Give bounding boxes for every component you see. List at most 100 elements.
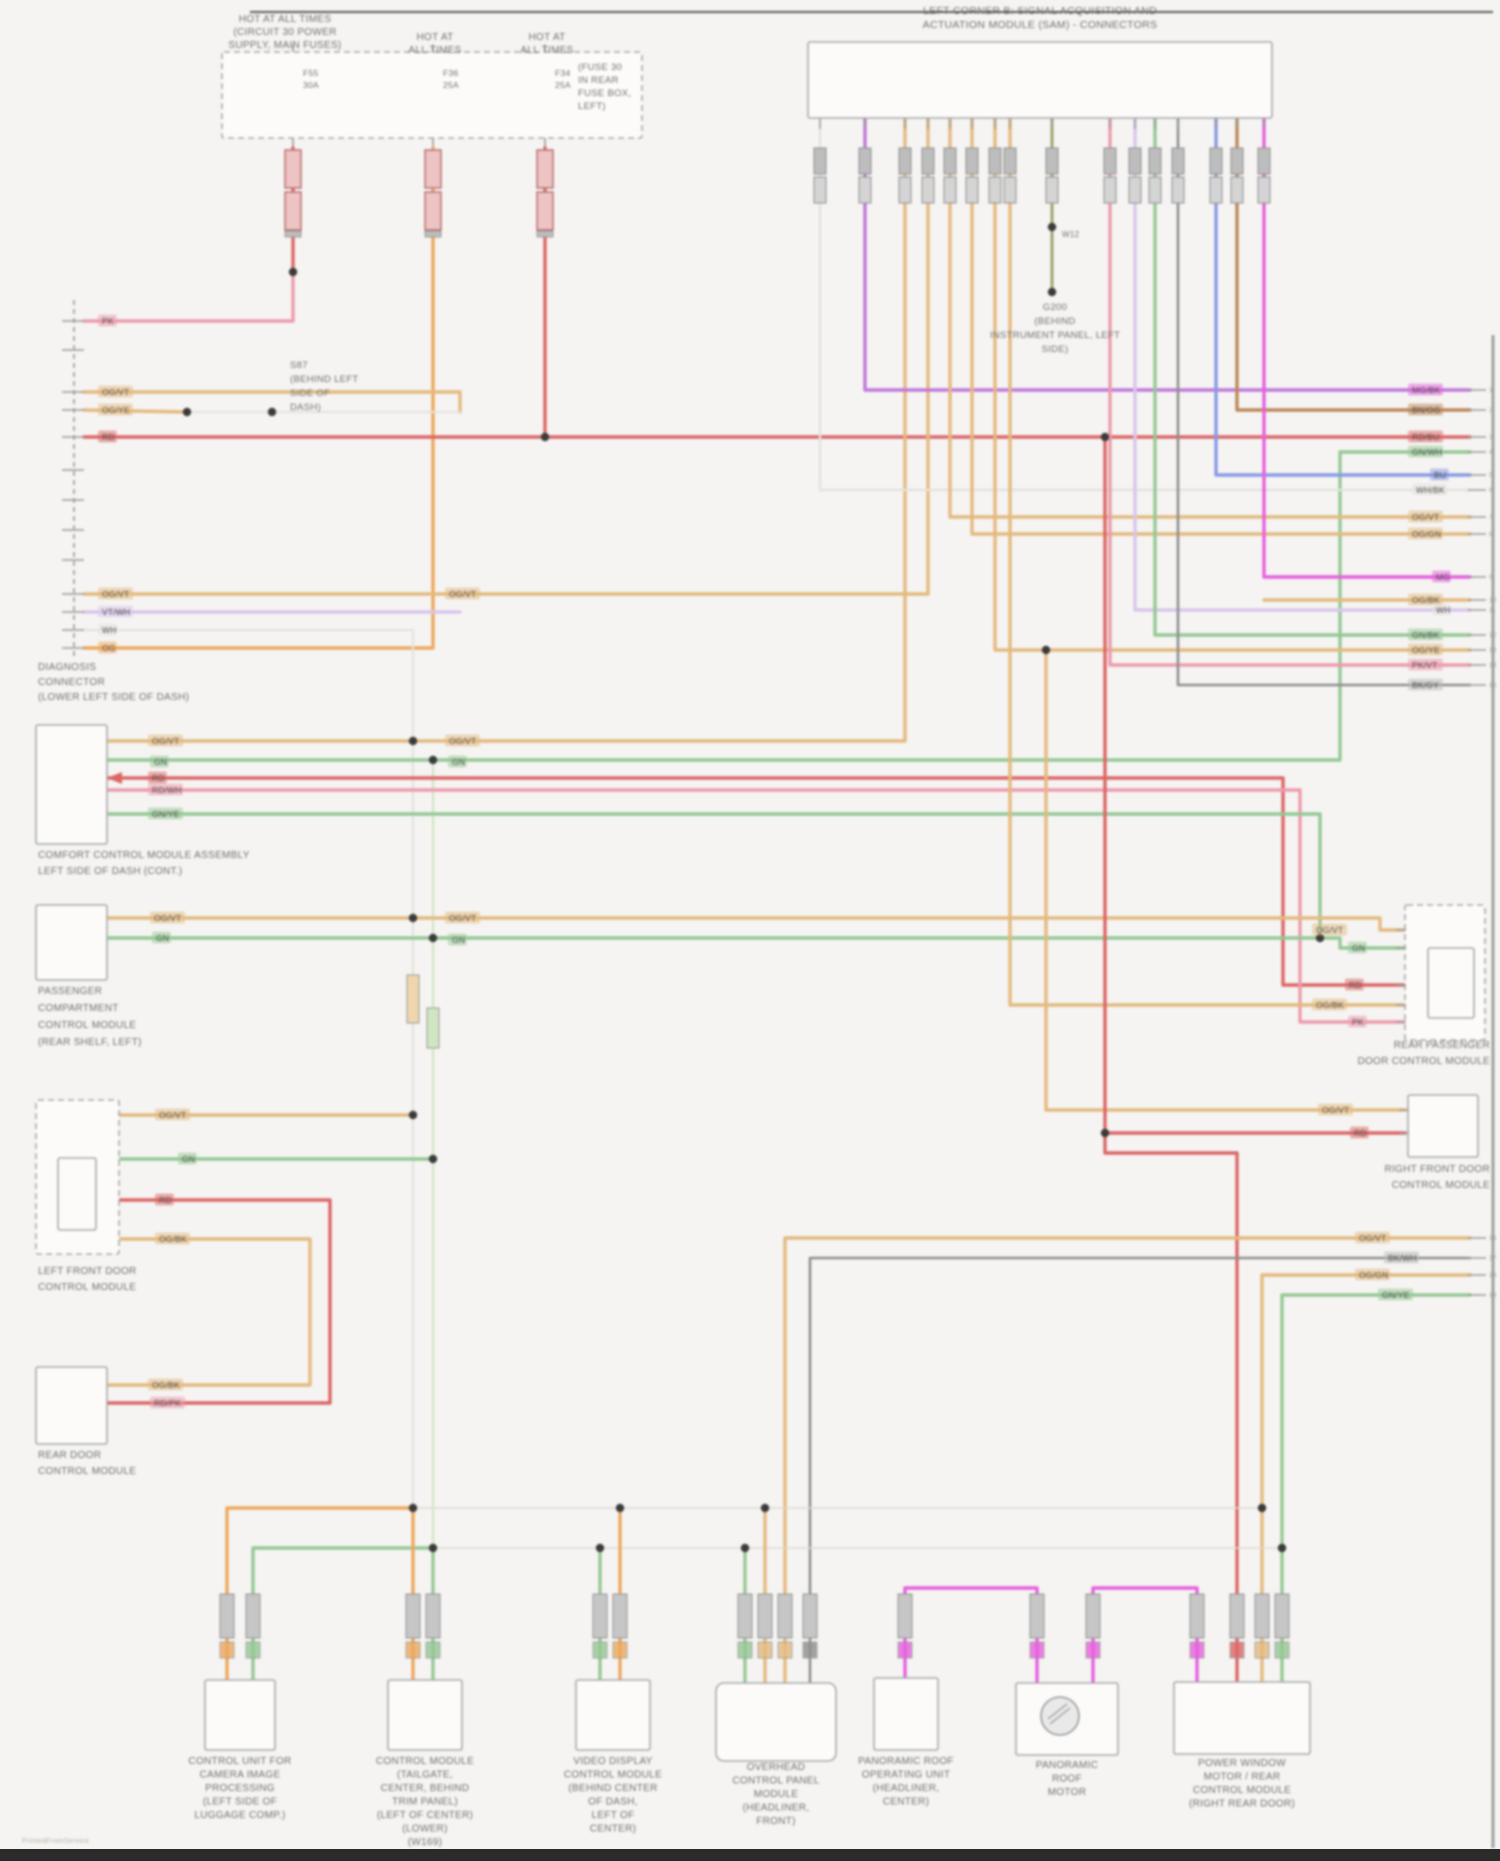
bottom-connector-terminal	[802, 1641, 818, 1659]
wire-label: OG/VT	[102, 387, 129, 397]
right-rear-window-module-label-line: MOTOR / REAR	[1204, 1772, 1281, 1783]
wire-label-bg	[1408, 510, 1443, 523]
overhead-control-panel	[715, 1682, 837, 1762]
inline-connector-block	[965, 176, 979, 204]
hot-label-2-line: ALL TIMES	[408, 45, 461, 56]
right-edge-pin-number: 6	[1489, 487, 1493, 494]
sam-module-label-line: LEFT CORNER B: SIGNAL ACQUISITION AND	[923, 5, 1157, 17]
tailgate-module-label-line: CONTROL MODULE	[376, 1756, 474, 1767]
inline-connector-block	[988, 176, 1002, 204]
roof-operating-unit-label-line: (HEADLINER,	[873, 1783, 940, 1794]
video-display-module-label-line: OF DASH,	[588, 1797, 638, 1808]
inline-connector-block	[1171, 176, 1185, 204]
fuse-connector-cap	[424, 230, 442, 238]
wire-label-bg	[448, 755, 467, 768]
wire-label-bg	[1408, 678, 1443, 691]
wire-label: GN	[182, 1154, 195, 1164]
wire-bus-green	[251, 1546, 435, 1686]
right-front-door-module-label-line: CONTROL MODULE	[1392, 1180, 1490, 1191]
wire-label: VT/WH	[102, 607, 130, 617]
bottom-connector-block	[757, 1593, 773, 1639]
rear-door-module-label-line: CONTROL MODULE	[38, 1466, 136, 1477]
fuse-connector-block	[536, 191, 554, 231]
camera-processing-unit-label-line: CONTROL UNIT FOR	[188, 1756, 291, 1767]
wire-label-bg	[445, 587, 480, 600]
inline-connector-block	[1148, 176, 1162, 204]
right-edge-pin-number: 19	[1489, 1292, 1497, 1299]
wire-label: GN	[154, 757, 167, 767]
right-edge-pin-number: 8	[1489, 531, 1493, 538]
wire-sam-white	[818, 116, 1472, 492]
wire-sam-green	[1153, 116, 1472, 637]
wire-label-bg	[1408, 658, 1443, 671]
left-front-door-module-inner	[57, 1157, 97, 1231]
wire-label: RD/BU	[1412, 432, 1439, 442]
wire-label-bg	[1430, 468, 1449, 481]
bottom-connector-block	[897, 1593, 913, 1639]
wire-diag-tan-1	[82, 390, 462, 414]
inline-connector-block	[813, 147, 827, 175]
inline-connector-block	[1209, 147, 1223, 175]
bottom-connector-terminal	[425, 1641, 441, 1659]
wire-label: GN/YE	[1382, 1290, 1410, 1300]
wire-label-bg	[1355, 1268, 1390, 1281]
camera-processing-unit-label-line: (LEFT SIDE OF	[203, 1797, 277, 1808]
junction-dot	[615, 1503, 625, 1513]
wire-comfort-tan	[105, 116, 907, 743]
fuse-connector-block	[536, 149, 554, 189]
right-edge-pin-number: 4	[1489, 449, 1493, 456]
wire-sam-tan-517	[948, 116, 1472, 519]
comfort-module-label-line: COMFORT CONTROL MODULE ASSEMBLY	[38, 850, 250, 861]
bottom-connector-block	[612, 1593, 628, 1639]
wire-pink-to-diag	[82, 270, 295, 323]
right-edge-pin-number: 17	[1489, 1255, 1497, 1262]
wire-label: OG/GN	[1412, 529, 1441, 539]
roof-operating-unit-label-line: OPERATING UNIT	[862, 1770, 950, 1781]
ground-label-line: SIDE)	[1042, 344, 1069, 355]
wire-label: PK	[102, 316, 114, 326]
bottom-connector-block	[1189, 1593, 1205, 1639]
wire-fuse2-orange	[82, 146, 435, 650]
video-display-module-label-line: VIDEO DISPLAY	[573, 1756, 652, 1767]
wire-label-bg	[148, 734, 183, 747]
splice-label-line: S87	[290, 360, 308, 371]
video-display-module-label-line: CONTROL MODULE	[564, 1770, 662, 1781]
fuse-connector-block	[424, 191, 442, 231]
fuse-connector-block	[284, 191, 302, 231]
right-edge-pin-number: 14	[1489, 662, 1497, 669]
junction-dot	[408, 913, 418, 923]
wire-label: OG/BK	[152, 1380, 180, 1390]
left-front-door-module-label-line: CONTROL MODULE	[38, 1282, 136, 1293]
hot-label-1-line: SUPPLY, MAIN FUSES)	[228, 40, 341, 51]
fuse-3-label-line: F34	[555, 68, 571, 78]
junction-dot	[540, 432, 550, 442]
fuse-2-label-line: F36	[443, 68, 459, 78]
bottom-connector-block	[405, 1593, 421, 1639]
junction-dot	[408, 1110, 418, 1120]
wire-label: OG/VT	[1322, 1105, 1349, 1115]
wire-label: OG/BK	[1412, 595, 1440, 605]
tailgate-control-module	[387, 1679, 463, 1751]
wire-label: OG/VT	[102, 589, 129, 599]
wire-label: GN/WH	[1412, 447, 1442, 457]
comfort-module-label-line: LEFT SIDE OF DASH (CONT.)	[38, 866, 183, 877]
splice-label-line: DASH)	[290, 402, 321, 413]
inline-connector-block	[406, 974, 420, 1024]
wire-sam-blue	[1214, 116, 1472, 477]
wire-label-bg	[98, 385, 133, 398]
inline-connector-block	[1148, 147, 1162, 175]
wire-label: OG/VT	[1316, 925, 1343, 935]
passenger-compartment-module-label-line: CONTROL MODULE	[38, 1020, 136, 1031]
wire-label-bg	[1408, 383, 1443, 396]
fuse-3-label-line: 25A	[555, 80, 571, 90]
bottom-connector-block	[219, 1593, 235, 1639]
wire-label: BK/GY	[1412, 680, 1439, 690]
wire-label-bg	[148, 807, 183, 820]
wire-label: OG/GN	[1359, 1270, 1388, 1280]
inline-connector-block	[921, 147, 935, 175]
wire-label: OG/VT	[1359, 1233, 1386, 1243]
wire-label: OG/BK	[159, 1234, 187, 1244]
bottom-connector-terminal	[1229, 1641, 1245, 1659]
video-display-module	[575, 1679, 651, 1751]
overhead-panel-module-label-line: (HEADLINER,	[743, 1803, 810, 1814]
